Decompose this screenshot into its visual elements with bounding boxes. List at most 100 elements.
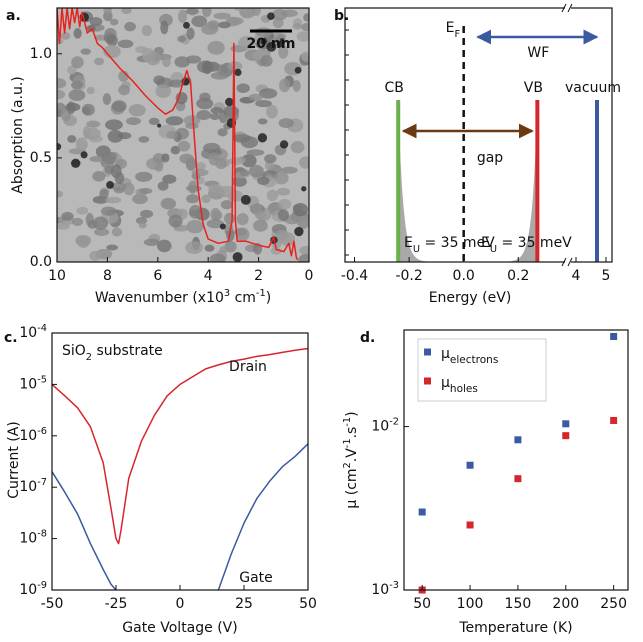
x-axis-label: Wavenumber (x103 cm-1) (95, 288, 271, 307)
particle (207, 40, 225, 55)
particle (253, 219, 268, 232)
particle (141, 25, 152, 37)
particle (191, 168, 209, 177)
particle (89, 250, 102, 261)
particle (210, 107, 224, 114)
particle (290, 141, 305, 154)
particle (155, 84, 172, 98)
particle (185, 185, 202, 192)
data-point (514, 475, 522, 483)
fermi-label: EF (446, 20, 461, 40)
particle (71, 80, 83, 90)
particle (299, 156, 309, 169)
particle (218, 21, 231, 29)
axis-break (561, 3, 567, 13)
y-axis-label: Current (A) (6, 421, 22, 499)
tick-base: 10 (19, 376, 37, 392)
particle (117, 39, 134, 49)
particle (271, 9, 288, 21)
y-tick-label: 0.0 (30, 254, 52, 270)
x-axis-label-part: cm (230, 290, 256, 306)
particle (93, 228, 110, 236)
legend-marker (424, 377, 431, 385)
particle (153, 75, 166, 85)
annotation-part: 2 (86, 352, 92, 363)
dark-particle (301, 186, 307, 192)
particle (106, 34, 118, 47)
y-axis-label-part: .s (344, 427, 360, 439)
dark-particle (80, 151, 88, 159)
y-axis-label-part: μ (cm (344, 468, 360, 508)
legend-label: μholes (441, 375, 478, 395)
dark-particle (106, 181, 114, 189)
dark-particle (260, 37, 268, 45)
axis-break-gap (565, 4, 571, 12)
particle (71, 56, 84, 69)
particle (84, 127, 101, 140)
urbach-label-part: U (490, 244, 497, 255)
data-point (562, 432, 570, 440)
x-tick-label: 2 (254, 268, 263, 284)
particle (196, 97, 214, 110)
particle (278, 45, 289, 59)
dark-particle (183, 21, 190, 29)
particle (186, 194, 200, 204)
particle (215, 157, 227, 170)
y-axis-label-part: .V (344, 448, 360, 462)
particle (94, 57, 105, 66)
particle (238, 36, 256, 50)
particle (298, 254, 309, 262)
data-point (610, 416, 618, 424)
work-function-label: WF (527, 45, 549, 61)
particle (121, 8, 132, 14)
particle (278, 118, 294, 129)
y-tick-label: 10-6 (19, 425, 47, 444)
annotation-part: SiO (62, 343, 86, 359)
y-axis-label-part: 2 (342, 462, 353, 468)
particle (251, 8, 261, 16)
particle (236, 83, 250, 94)
plot-frame (56, 7, 310, 263)
particle (206, 219, 224, 229)
particle (86, 25, 96, 32)
particle (273, 171, 289, 185)
series-label: Drain (229, 359, 267, 375)
particle (72, 217, 84, 227)
dark-particle (266, 41, 277, 52)
particle (102, 93, 112, 106)
x-tick-label: -25 (105, 596, 128, 612)
particle (101, 151, 117, 165)
particle (57, 78, 67, 89)
tick-exponent: -3 (389, 580, 399, 591)
legend-frame (417, 338, 547, 402)
particle (301, 22, 309, 32)
x-axis-label-part: Temperature (K) (458, 620, 572, 636)
particle (161, 153, 170, 163)
legend-marker (424, 348, 431, 356)
particle (227, 17, 244, 25)
particle (125, 117, 141, 126)
particle (241, 154, 257, 168)
particle (75, 137, 88, 152)
particle (76, 206, 89, 215)
particle (188, 210, 202, 217)
tick-base: 10 (371, 419, 389, 435)
particle (292, 79, 301, 92)
x-tick-label: -50 (41, 596, 64, 612)
tick-exponent: -5 (37, 374, 47, 385)
particle (177, 35, 186, 43)
particle (154, 163, 164, 172)
x-tick-label: 150 (505, 596, 532, 612)
particle (298, 215, 309, 230)
particle (132, 193, 148, 205)
particle (156, 239, 172, 253)
particle (201, 194, 211, 204)
particle (118, 84, 130, 96)
level-label: CB (385, 80, 404, 96)
particle (301, 51, 309, 62)
particle (138, 222, 147, 229)
tick-base: 10 (19, 325, 37, 341)
particle (279, 78, 291, 93)
data-point (418, 508, 426, 516)
x-tick-label: 0 (176, 596, 185, 612)
